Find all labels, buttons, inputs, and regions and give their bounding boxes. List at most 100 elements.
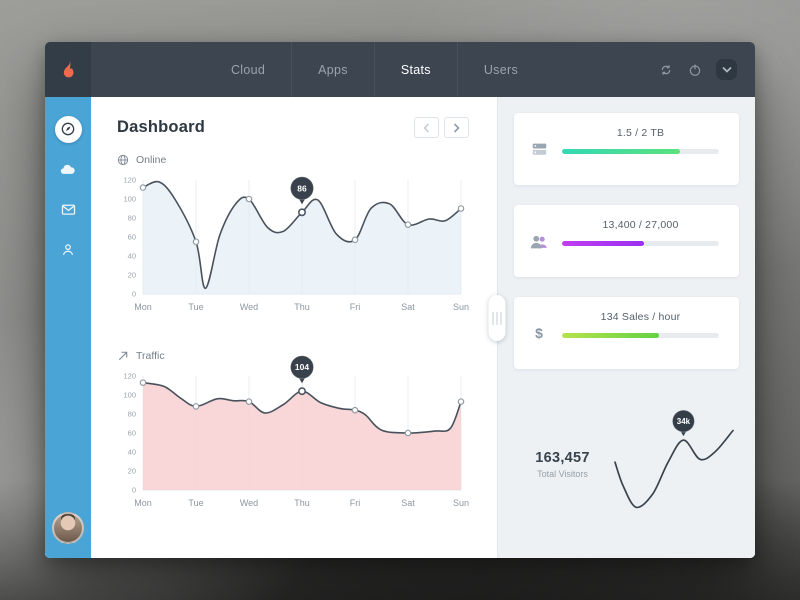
sparkline-wrap: 34k <box>611 405 739 523</box>
online-chart-section: Online 0 20 40 60 80 100 120 Mon Tue Wed Thu Fri Sat… <box>117 154 469 320</box>
panel-resize-handle[interactable] <box>488 295 506 341</box>
svg-text:Sat: Sat <box>401 498 415 508</box>
visitors-label: Total Visitors <box>537 468 588 479</box>
sidebar-item-profile[interactable] <box>45 229 91 269</box>
users-icon <box>529 231 549 251</box>
sync-button[interactable] <box>658 62 674 78</box>
nav-item-stats[interactable]: Stats <box>373 42 457 97</box>
svg-text:104: 104 <box>295 362 309 372</box>
svg-text:Tue: Tue <box>188 498 203 508</box>
svg-text:Fri: Fri <box>350 302 361 312</box>
svg-text:Mon: Mon <box>134 302 152 312</box>
users-progress <box>562 241 719 246</box>
sales-progress-fill <box>562 333 660 338</box>
visitor-stats: 163,457 Total Visitors <box>514 450 611 479</box>
svg-text:20: 20 <box>128 467 136 476</box>
globe-icon <box>117 154 129 166</box>
svg-text:Wed: Wed <box>240 302 258 312</box>
chevron-down-icon <box>721 66 732 73</box>
storage-value: 1.5 / 2 TB <box>616 127 665 139</box>
main-header: Dashboard <box>117 117 469 138</box>
app-window: Cloud Apps Stats Users <box>45 42 755 558</box>
chevron-right-icon <box>453 122 460 133</box>
svg-text:60: 60 <box>128 429 136 438</box>
topbar-actions <box>658 42 755 97</box>
active-icon-bubble <box>54 115 82 143</box>
svg-text:0: 0 <box>132 290 136 299</box>
dollar-icon: $ <box>535 325 543 341</box>
sidebar-item-cloud[interactable] <box>45 149 91 189</box>
total-visitors: 163,457 Total Visitors 34k <box>514 405 739 523</box>
top-nav-bar: Cloud Apps Stats Users <box>45 42 755 97</box>
cloud-icon <box>60 164 75 174</box>
chevron-left-icon <box>423 122 430 133</box>
storage-card: 1.5 / 2 TB <box>514 113 739 185</box>
storage-progress <box>562 149 719 154</box>
svg-text:40: 40 <box>128 252 136 261</box>
svg-text:20: 20 <box>128 271 136 280</box>
nav-item-users[interactable]: Users <box>456 42 544 97</box>
traffic-chart-section: Traffic 0 20 40 60 80 100 120 Mon Tue Wed Thu Fri Sa… <box>117 350 469 516</box>
users-value: 13,400 / 27,000 <box>602 219 679 231</box>
svg-text:Wed: Wed <box>240 498 258 508</box>
online-chart[interactable]: 0 20 40 60 80 100 120 Mon Tue Wed Thu Fri Sat Sun 86 <box>117 172 469 320</box>
svg-text:120: 120 <box>123 372 136 381</box>
svg-text:86: 86 <box>297 183 307 193</box>
svg-text:100: 100 <box>123 195 136 204</box>
sales-value: 134 Sales / hour <box>600 311 681 323</box>
nav-item-apps[interactable]: Apps <box>291 42 374 97</box>
storage-progress-fill <box>562 149 680 154</box>
main-content: Dashboard <box>91 97 497 558</box>
compass-icon <box>61 122 75 136</box>
primary-nav: Cloud Apps Stats Users <box>91 42 658 97</box>
sidebar-item-messages[interactable] <box>45 189 91 229</box>
svg-text:Tue: Tue <box>188 302 203 312</box>
svg-text:60: 60 <box>128 233 136 242</box>
users-card: 13,400 / 27,000 <box>514 205 739 277</box>
nav-item-cloud[interactable]: Cloud <box>230 62 266 77</box>
prev-button[interactable] <box>414 117 439 138</box>
sales-progress <box>562 333 719 338</box>
stats-panel: 1.5 / 2 TB 13,400 / 27,000 $ <box>497 97 755 558</box>
svg-text:80: 80 <box>128 410 136 419</box>
svg-text:Sun: Sun <box>453 302 469 312</box>
svg-text:40: 40 <box>128 448 136 457</box>
power-button[interactable] <box>687 62 703 78</box>
app-logo[interactable] <box>45 42 91 97</box>
page-title: Dashboard <box>117 118 205 136</box>
user-menu-button[interactable] <box>716 59 737 80</box>
mail-icon <box>61 204 75 215</box>
svg-text:100: 100 <box>123 391 136 400</box>
svg-text:Mon: Mon <box>134 498 152 508</box>
chart-title: Online <box>136 154 167 166</box>
sales-card: $ 134 Sales / hour <box>514 297 739 369</box>
traffic-chart-label: Traffic <box>117 350 469 362</box>
svg-text:80: 80 <box>128 214 136 223</box>
arrow-up-right-icon <box>118 351 128 361</box>
svg-text:34k: 34k <box>677 417 691 426</box>
svg-text:120: 120 <box>123 176 136 185</box>
chart-title: Traffic <box>136 350 165 362</box>
svg-text:Thu: Thu <box>294 498 310 508</box>
svg-text:Sat: Sat <box>401 302 415 312</box>
users-progress-fill <box>562 241 644 246</box>
svg-text:Sun: Sun <box>453 498 469 508</box>
next-button[interactable] <box>444 117 469 138</box>
online-chart-label: Online <box>117 154 469 166</box>
visitors-sparkline: 34k <box>614 409 734 509</box>
avatar[interactable] <box>52 512 84 544</box>
svg-text:0: 0 <box>132 486 136 495</box>
storage-icon <box>529 139 549 159</box>
traffic-chart[interactable]: 0 20 40 60 80 100 120 Mon Tue Wed Thu Fri Sat Sun 104 <box>117 355 469 516</box>
sidebar-item-dashboard[interactable] <box>45 109 91 149</box>
pager <box>414 117 469 138</box>
flame-icon <box>63 59 74 77</box>
user-icon <box>62 243 74 255</box>
sidebar <box>45 97 91 558</box>
window-content: Dashboard <box>45 97 755 558</box>
svg-text:Thu: Thu <box>294 302 310 312</box>
visitors-count: 163,457 <box>535 449 590 466</box>
power-icon <box>689 64 701 76</box>
sync-icon <box>661 64 671 75</box>
svg-text:Fri: Fri <box>350 498 361 508</box>
